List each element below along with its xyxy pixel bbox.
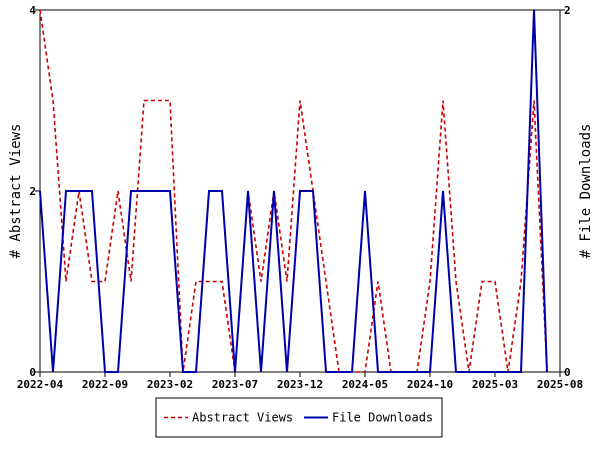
x-tick-label: 2024-05 xyxy=(342,378,388,391)
legend-label-file-downloads: File Downloads xyxy=(332,411,433,425)
x-tick-label: 2022-09 xyxy=(82,378,128,391)
legend: Abstract Views File Downloads xyxy=(155,397,443,438)
x-tick-label: 2023-12 xyxy=(277,378,323,391)
series-line-abstract-views xyxy=(39,9,548,373)
x-tick-label: 2022-04 xyxy=(17,378,64,391)
x-tick-label: 2023-02 xyxy=(147,378,193,391)
x-tick-label: 2024-10 xyxy=(407,378,453,391)
legend-box xyxy=(155,397,443,438)
x-tick-label: 2025-08 xyxy=(537,378,583,391)
x-tick-label: 2023-07 xyxy=(212,378,258,391)
x-tick-label: 2025-03 xyxy=(472,378,518,391)
y-left-tick-label: 0 xyxy=(29,366,36,379)
series-layer xyxy=(39,9,548,373)
y-right-tick-label: 2 xyxy=(564,4,571,17)
series-line-file-downloads xyxy=(39,9,548,373)
y-left-tick-label: 2 xyxy=(29,185,36,198)
y-left-axis-title: # Abstract Views xyxy=(8,124,24,259)
y-right-axis-title: # File Downloads xyxy=(578,124,594,259)
legend-label-abstract-views: Abstract Views xyxy=(192,411,293,425)
y-right-tick-label: 0 xyxy=(564,366,571,379)
y-left-tick-label: 4 xyxy=(29,4,36,17)
